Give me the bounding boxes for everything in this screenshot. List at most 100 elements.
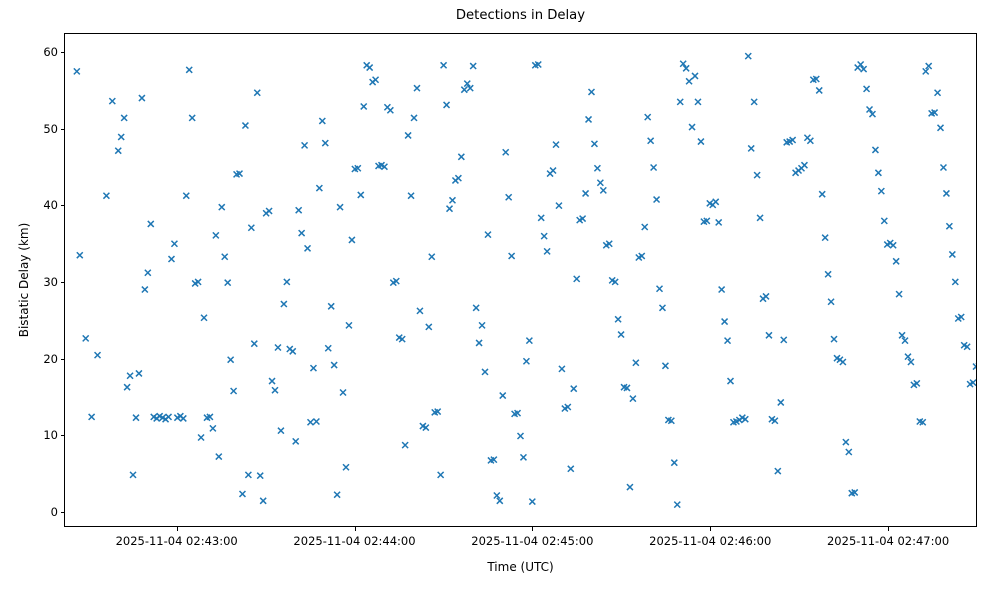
scatter-point bbox=[443, 101, 451, 109]
scatter-point bbox=[800, 161, 808, 169]
scatter-point bbox=[611, 278, 619, 286]
scatter-point bbox=[277, 427, 285, 435]
scatter-point bbox=[292, 437, 300, 445]
scatter-point bbox=[537, 214, 545, 222]
scatter-point bbox=[865, 106, 874, 114]
y-tick-mark bbox=[60, 511, 64, 513]
scatter-point bbox=[271, 386, 279, 394]
scatter-point bbox=[197, 434, 205, 442]
scatter-point bbox=[632, 359, 640, 367]
scatter-point bbox=[877, 187, 885, 195]
scatter-point bbox=[508, 252, 516, 260]
scatter-point bbox=[102, 192, 110, 200]
scatter-point bbox=[587, 88, 596, 96]
scatter-point bbox=[301, 141, 309, 149]
scatter-point bbox=[528, 498, 536, 506]
scatter-point bbox=[253, 89, 261, 97]
scatter-point bbox=[268, 377, 276, 385]
y-tick-label: 50 bbox=[43, 121, 58, 136]
scatter-point bbox=[440, 61, 448, 69]
scatter-point bbox=[117, 133, 125, 141]
y-tick-label: 0 bbox=[50, 504, 58, 519]
scatter-point bbox=[969, 379, 976, 387]
x-tick-label: 2025-11-04 02:45:00 bbox=[471, 534, 594, 548]
scatter-point bbox=[357, 191, 365, 199]
scatter-point bbox=[774, 467, 782, 475]
scatter-point bbox=[392, 277, 400, 285]
scatter-point bbox=[235, 170, 244, 178]
scatter-point bbox=[366, 64, 374, 72]
scatter-point bbox=[496, 497, 504, 505]
scatter-point bbox=[206, 413, 214, 421]
scatter-point bbox=[913, 379, 921, 387]
x-tick-label: 2025-11-04 02:47:00 bbox=[826, 534, 950, 548]
scatter-point bbox=[830, 335, 838, 343]
scatter-point bbox=[540, 232, 548, 240]
scatter-point bbox=[484, 231, 492, 239]
x-tick-mark bbox=[176, 527, 178, 531]
scatter-point bbox=[948, 250, 956, 258]
scatter-point bbox=[342, 463, 350, 471]
scatter-point bbox=[454, 174, 462, 182]
scatter-point bbox=[345, 321, 353, 329]
scatter-point bbox=[416, 307, 424, 315]
scatter-point bbox=[771, 417, 779, 425]
scatter-point bbox=[898, 331, 906, 339]
scatter-point bbox=[318, 117, 326, 125]
y-tick-mark bbox=[60, 281, 64, 283]
scatter-point bbox=[448, 196, 456, 204]
x-tick-mark bbox=[354, 527, 356, 531]
plot-area[interactable] bbox=[64, 33, 977, 527]
y-tick-label: 10 bbox=[43, 428, 58, 443]
y-tick-mark bbox=[60, 128, 64, 130]
scatter-point bbox=[135, 369, 143, 377]
x-tick-mark bbox=[888, 527, 890, 531]
scatter-point bbox=[939, 163, 947, 172]
scatter-point bbox=[469, 62, 477, 70]
scatter-point bbox=[685, 77, 693, 85]
scatter-point bbox=[570, 385, 578, 393]
y-tick-label: 60 bbox=[43, 45, 58, 60]
scatter-point bbox=[925, 62, 933, 70]
scatter-point bbox=[327, 302, 335, 310]
x-tick-label: 2025-11-04 02:46:00 bbox=[649, 534, 772, 548]
scatter-point bbox=[144, 269, 152, 277]
scatter-point bbox=[238, 490, 246, 498]
scatter-point bbox=[641, 223, 649, 231]
scatter-point bbox=[182, 192, 190, 200]
scatter-point bbox=[957, 313, 965, 321]
scatter-point bbox=[147, 220, 155, 228]
scatter-point bbox=[336, 203, 344, 211]
scatter-point bbox=[221, 253, 229, 261]
scatter-point bbox=[407, 192, 415, 200]
scatter-point bbox=[215, 453, 223, 461]
scatter-point bbox=[721, 318, 729, 326]
scatter-point bbox=[138, 94, 146, 102]
y-axis-label: Bistatic Delay (km) bbox=[17, 222, 31, 338]
scatter-point bbox=[401, 441, 409, 449]
scatter-point bbox=[753, 171, 761, 179]
scatter-point bbox=[626, 483, 634, 491]
scatter-point bbox=[289, 347, 297, 355]
scatter-point bbox=[445, 205, 454, 213]
scatter-point bbox=[653, 196, 661, 204]
scatter-point bbox=[167, 255, 176, 263]
scatter-markers-layer bbox=[73, 52, 976, 509]
scatter-point bbox=[558, 365, 566, 373]
scatter-point bbox=[655, 285, 664, 293]
scatter-point bbox=[200, 314, 208, 322]
chart-title: Detections in Delay bbox=[455, 8, 586, 23]
scatter-point bbox=[676, 98, 684, 106]
scatter-point bbox=[209, 424, 217, 432]
scatter-point bbox=[380, 163, 388, 171]
scatter-point bbox=[460, 86, 468, 94]
scatter-point bbox=[880, 217, 888, 225]
scatter-point bbox=[931, 109, 939, 117]
scatter-point bbox=[274, 343, 282, 352]
scatter-point bbox=[658, 304, 666, 312]
scatter-point bbox=[218, 203, 226, 211]
x-tick-mark bbox=[532, 527, 534, 531]
scatter-point bbox=[404, 131, 412, 139]
scatter-point bbox=[585, 115, 593, 123]
scatter-point bbox=[194, 278, 202, 286]
